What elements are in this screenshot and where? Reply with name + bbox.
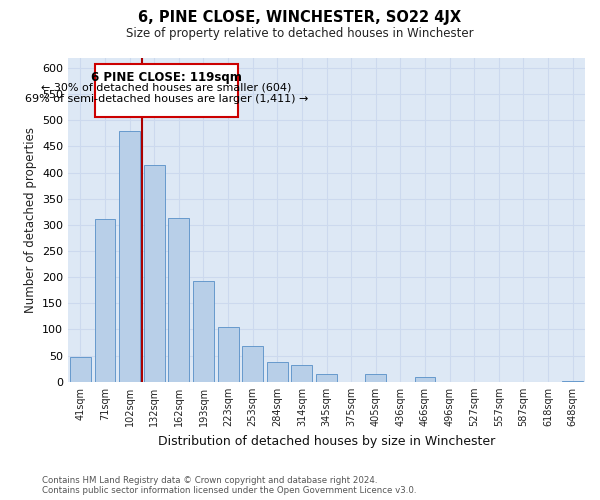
Bar (144, 164, 165, 382)
Bar (242, 346, 263, 382)
Text: Contains HM Land Registry data © Crown copyright and database right 2024.
Contai: Contains HM Land Registry data © Crown c… (42, 476, 416, 495)
Text: 6, PINE CLOSE, WINCHESTER, SO22 4JX: 6, PINE CLOSE, WINCHESTER, SO22 4JX (139, 10, 461, 25)
Bar (292, 365, 313, 382)
Bar (316, 374, 337, 382)
Bar (218, 328, 239, 382)
Bar (365, 374, 386, 382)
Text: 6 PINE CLOSE: 119sqm: 6 PINE CLOSE: 119sqm (91, 71, 242, 84)
Bar (562, 381, 583, 382)
Bar (95, 219, 115, 382)
X-axis label: Distribution of detached houses by size in Winchester: Distribution of detached houses by size … (158, 434, 495, 448)
Bar (267, 362, 288, 382)
Text: 69% of semi-detached houses are larger (1,411) →: 69% of semi-detached houses are larger (… (25, 94, 308, 104)
FancyBboxPatch shape (95, 64, 238, 116)
Bar (119, 132, 140, 382)
Text: Size of property relative to detached houses in Winchester: Size of property relative to detached ho… (126, 28, 474, 40)
Bar (169, 218, 190, 382)
Y-axis label: Number of detached properties: Number of detached properties (23, 126, 37, 312)
Bar (70, 356, 91, 382)
Text: ← 30% of detached houses are smaller (604): ← 30% of detached houses are smaller (60… (41, 82, 292, 92)
Bar (415, 376, 436, 382)
Bar (193, 282, 214, 382)
